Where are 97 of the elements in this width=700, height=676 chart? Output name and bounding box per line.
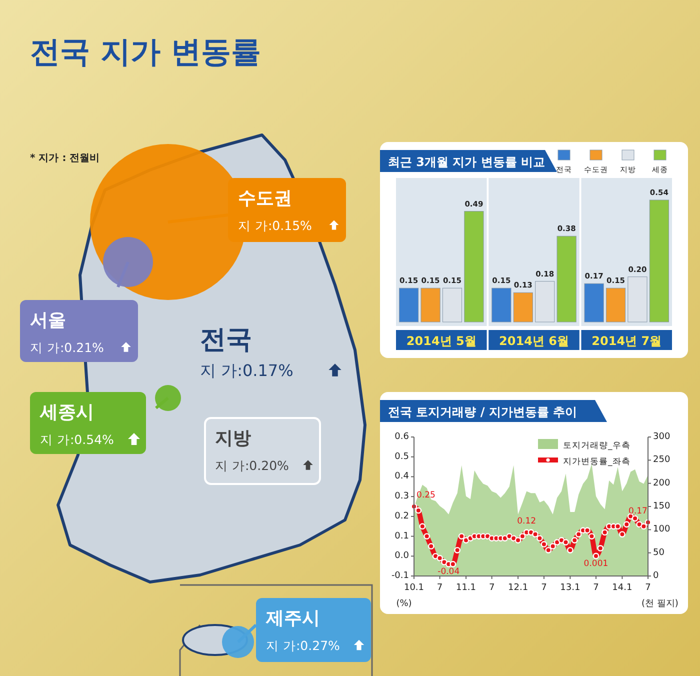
bar xyxy=(420,288,440,322)
point xyxy=(514,537,522,544)
point xyxy=(532,531,538,538)
chart-title: 최근 3개월 지가 변동률 비교 xyxy=(388,155,546,169)
bar xyxy=(464,211,484,322)
point xyxy=(436,554,443,562)
point xyxy=(602,529,608,536)
point xyxy=(419,523,426,530)
point xyxy=(571,537,578,544)
point xyxy=(519,533,526,540)
bar xyxy=(513,292,533,322)
y-tick-label: -0.1 xyxy=(391,571,409,581)
x-tick-label: 11.1 xyxy=(456,583,476,593)
data-label: 지 가:0.20% xyxy=(215,458,290,473)
chart-title: 전국 토지거래량 / 지가변동률 추이 xyxy=(388,405,578,419)
point xyxy=(554,539,560,546)
category-label: 수도권 xyxy=(238,188,292,209)
x-tick-label: 2014년 6월 xyxy=(499,334,569,348)
x-tick-label: 14.1 xyxy=(612,583,632,593)
text: * 지가 : 전월비 xyxy=(30,153,100,164)
legend-label: 지가변동률_좌측 xyxy=(563,457,630,467)
point xyxy=(510,535,517,542)
y2-tick-label: 250 xyxy=(653,455,670,466)
data-label: 지 가:0.17% xyxy=(200,361,294,380)
bar xyxy=(556,236,576,322)
point xyxy=(545,546,552,554)
x-tick-label: 2014년 7월 xyxy=(592,334,662,348)
category-label: 서울 xyxy=(30,310,66,331)
point xyxy=(623,521,630,528)
y2-tick-label: 150 xyxy=(653,502,670,512)
point xyxy=(454,546,461,554)
x-tick-label: 10.1 xyxy=(404,583,424,593)
data-label: 지 가:0.54% xyxy=(40,432,114,447)
y-tick-label: 0.1 xyxy=(394,531,409,542)
y-tick-label: 0.4 xyxy=(394,472,410,482)
point xyxy=(462,537,470,544)
y-tick-label: 0.0 xyxy=(394,551,410,562)
x-tick-label: 7 xyxy=(645,583,651,593)
category-label: 세종시 xyxy=(39,402,94,423)
y-tick-label: 0.2 xyxy=(394,511,409,522)
x-tick-label: 7 xyxy=(541,583,547,593)
point xyxy=(550,543,556,550)
y2-tick-label: 0 xyxy=(653,571,659,581)
point xyxy=(424,533,430,540)
bar xyxy=(628,276,648,322)
bar xyxy=(442,288,462,322)
bar xyxy=(584,283,604,322)
bar xyxy=(606,288,626,322)
x-tick-label: 2014년 5월 xyxy=(406,334,476,348)
x-tick-label: 7 xyxy=(436,583,443,593)
point xyxy=(614,523,621,530)
point xyxy=(588,533,595,540)
point xyxy=(566,546,574,554)
y-tick-label: 0.3 xyxy=(394,492,409,502)
category-label: 지방 xyxy=(215,428,251,449)
annotation: 0.17 xyxy=(628,506,648,516)
text: 전국 지가 변동률 xyxy=(30,35,261,70)
data-label: 지 가:0.21% xyxy=(30,340,104,355)
annotation: -0.04 xyxy=(438,567,460,578)
point xyxy=(632,515,638,522)
annotation: 0.12 xyxy=(517,516,536,526)
point xyxy=(450,560,456,568)
y2-tick-label: 200 xyxy=(653,478,670,488)
x-tick-label: 7 xyxy=(593,583,599,593)
point xyxy=(540,541,548,548)
point xyxy=(584,527,590,534)
bar xyxy=(649,200,669,322)
y-tick-label: 0.5 xyxy=(394,452,409,462)
point xyxy=(536,535,543,542)
point xyxy=(597,545,604,552)
data-label: 지 가:0.15% xyxy=(238,218,312,233)
annotation: 0.001 xyxy=(584,558,608,569)
category-label: 제주시 xyxy=(265,608,320,629)
point xyxy=(458,533,465,540)
x-tick-label: 7 xyxy=(488,583,495,593)
y2-axis-title: (천 필지) xyxy=(642,599,678,609)
y2-tick-label: 300 xyxy=(653,432,670,442)
x-tick-label: 12.1 xyxy=(508,583,528,593)
annotation: 0.25 xyxy=(416,490,436,500)
point xyxy=(575,531,582,538)
point xyxy=(415,507,422,514)
bar xyxy=(492,288,512,322)
bar xyxy=(535,281,555,322)
point xyxy=(619,531,626,538)
y-axis-title: (%) xyxy=(396,599,412,609)
y2-tick-label: 50 xyxy=(653,548,665,558)
data-label: 지 가:0.27% xyxy=(266,638,340,653)
point xyxy=(640,523,647,530)
legend-label: 토지거래량_우측 xyxy=(563,441,630,451)
x-tick-label: 13.1 xyxy=(560,583,580,593)
category-label: 전국 xyxy=(200,325,252,355)
y-tick-label: 0.6 xyxy=(394,432,410,442)
y2-tick-label: 100 xyxy=(653,524,670,535)
point xyxy=(428,543,434,550)
bar xyxy=(399,288,419,322)
point xyxy=(592,552,600,560)
point xyxy=(562,539,569,546)
